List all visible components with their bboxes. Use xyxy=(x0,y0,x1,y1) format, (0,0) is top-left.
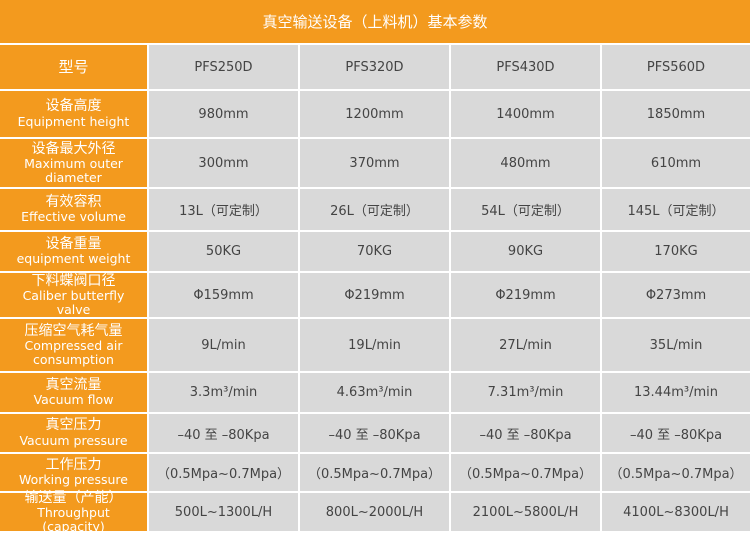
value-cell: （0.5Mpa~0.7Mpa） xyxy=(149,454,298,491)
value-cell: 800L~2000L/H xyxy=(300,493,449,531)
label-zh: 有效容积 xyxy=(45,193,102,210)
value-cell: –40 至 –80Kpa xyxy=(149,414,298,452)
row-label: 真空压力 Vacuum pressure xyxy=(0,414,147,452)
value-cell: 500L~1300L/H xyxy=(149,493,298,531)
model-name: PFS250D xyxy=(149,45,298,89)
value-cell: 35L/min xyxy=(602,319,750,371)
label-en: Compressed air consumption xyxy=(24,337,123,367)
value-cell: 2100L~5800L/H xyxy=(451,493,600,531)
row-label: 设备重量 equipment weight xyxy=(0,232,147,271)
value-cell: 610mm xyxy=(602,139,750,187)
value-cell: 90KG xyxy=(451,232,600,271)
value-cell: 145L（可定制） xyxy=(602,189,750,230)
value-cell: 170KG xyxy=(602,232,750,271)
table-title: 真空输送设备（上料机）基本参数 xyxy=(0,0,750,43)
value-cell: 50KG xyxy=(149,232,298,271)
value-cell: （0.5Mpa~0.7Mpa） xyxy=(602,454,750,491)
value-cell: –40 至 –80Kpa xyxy=(602,414,750,452)
value-cell: 19L/min xyxy=(300,319,449,371)
label-en: Effective volume xyxy=(21,209,126,225)
label-en: Vacuum flow xyxy=(33,392,114,408)
value-cell: 13.44m³/min xyxy=(602,373,750,412)
value-cell: 1200mm xyxy=(300,91,449,137)
label-en: Maximum outer diameter xyxy=(24,155,123,185)
row-label: 工作压力 Working pressure xyxy=(0,454,147,491)
value-cell: Φ219mm xyxy=(451,273,600,317)
value-cell: （0.5Mpa~0.7Mpa） xyxy=(300,454,449,491)
value-cell: 54L（可定制） xyxy=(451,189,600,230)
value-cell: Φ159mm xyxy=(149,273,298,317)
value-cell: 1850mm xyxy=(602,91,750,137)
value-cell: （0.5Mpa~0.7Mpa） xyxy=(451,454,600,491)
value-cell: 70KG xyxy=(300,232,449,271)
label-en: Vacuum pressure xyxy=(19,432,128,448)
model-name: PFS320D xyxy=(300,45,449,89)
value-cell: 480mm xyxy=(451,139,600,187)
row-label: 有效容积 Effective volume xyxy=(0,189,147,230)
label-zh: 设备最大外径 xyxy=(31,140,116,157)
label-zh: 压缩空气耗气量 xyxy=(24,322,123,339)
model-name: PFS430D xyxy=(451,45,600,89)
value-cell: 370mm xyxy=(300,139,449,187)
value-cell: –40 至 –80Kpa xyxy=(451,414,600,452)
row-label: 下料蝶阀口径 Caliber butterfly valve xyxy=(0,273,147,317)
header-label: 型号 xyxy=(0,45,147,89)
value-cell: Φ273mm xyxy=(602,273,750,317)
value-cell: 9L/min xyxy=(149,319,298,371)
row-label: 设备最大外径 Maximum outer diameter xyxy=(0,139,147,187)
label-en: equipment weight xyxy=(16,251,131,267)
label-en: Caliber butterfly valve xyxy=(22,287,125,317)
value-cell: Φ219mm xyxy=(300,273,449,317)
label-zh: 下料蝶阀口径 xyxy=(31,272,116,289)
value-cell: 4.63m³/min xyxy=(300,373,449,412)
row-label: 设备高度 Equipment height xyxy=(0,91,147,137)
row-label: 压缩空气耗气量 Compressed air consumption xyxy=(0,319,147,371)
label-zh: 输送量（产能） xyxy=(24,489,123,506)
value-cell: 26L（可定制） xyxy=(300,189,449,230)
value-cell: 27L/min xyxy=(451,319,600,371)
row-label: 真空流量 Vacuum flow xyxy=(0,373,147,412)
label-en: Working pressure xyxy=(19,472,128,488)
value-cell: 13L（可定制） xyxy=(149,189,298,230)
value-cell: 1400mm xyxy=(451,91,600,137)
label-en: Throughput (capacity) xyxy=(37,504,110,534)
value-cell: 300mm xyxy=(149,139,298,187)
label-en: Equipment height xyxy=(17,113,130,129)
value-cell: –40 至 –80Kpa xyxy=(300,414,449,452)
label-zh: 设备高度 xyxy=(45,98,102,115)
value-cell: 7.31m³/min xyxy=(451,373,600,412)
value-cell: 4100L~8300L/H xyxy=(602,493,750,531)
value-cell: 3.3m³/min xyxy=(149,373,298,412)
label-zh: 工作压力 xyxy=(45,456,102,473)
row-label: 输送量（产能） Throughput (capacity) xyxy=(0,489,147,534)
model-name: PFS560D xyxy=(602,45,750,89)
label-zh: 真空压力 xyxy=(45,417,102,434)
label-zh: 设备重量 xyxy=(45,235,102,252)
value-cell: 980mm xyxy=(149,91,298,137)
label-zh: 真空流量 xyxy=(45,376,102,393)
